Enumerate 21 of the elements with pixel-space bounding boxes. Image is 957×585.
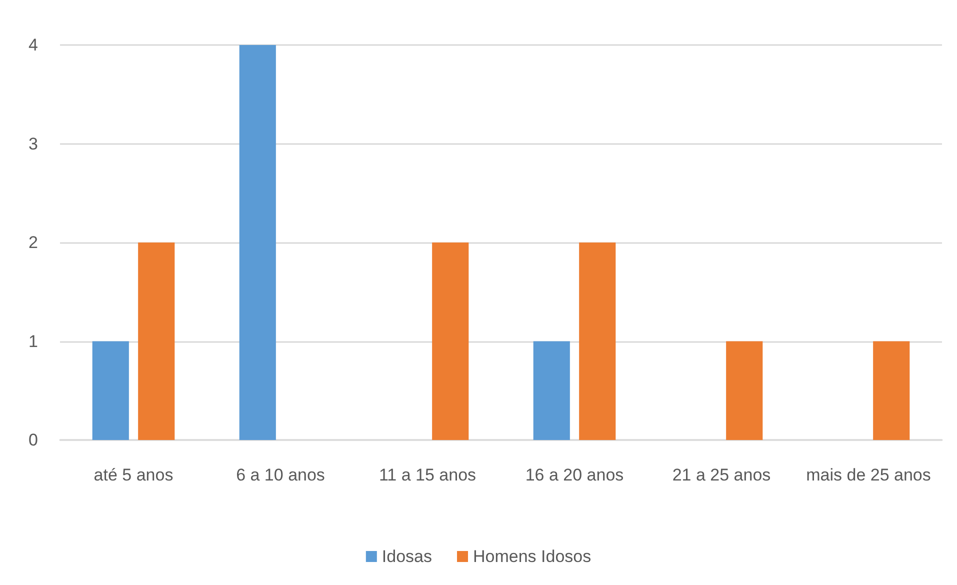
y-tick-label: 2 xyxy=(28,233,38,252)
bar xyxy=(432,242,469,440)
y-tick-label: 0 xyxy=(28,430,38,450)
x-tick-label: mais de 25 anos xyxy=(806,466,931,484)
bar xyxy=(579,242,616,440)
bar xyxy=(873,341,910,440)
y-tick-label: 1 xyxy=(28,332,38,351)
bar xyxy=(726,341,763,440)
bar xyxy=(239,45,276,440)
x-tick-label: 6 a 10 anos xyxy=(236,466,325,484)
legend-label: Idosas xyxy=(382,547,432,566)
bar xyxy=(533,341,570,440)
x-tick-label: 21 a 25 anos xyxy=(672,466,771,484)
bar xyxy=(138,242,175,440)
x-tick-label: até 5 anos xyxy=(94,466,174,484)
y-tick-label: 3 xyxy=(28,134,38,154)
x-tick-label: 16 a 20 anos xyxy=(525,466,624,484)
y-tick-label: 4 xyxy=(28,36,38,54)
bar xyxy=(92,341,129,440)
legend-label: Homens Idosos xyxy=(472,547,592,566)
x-tick-label: 11 a 15 anos xyxy=(378,466,476,484)
